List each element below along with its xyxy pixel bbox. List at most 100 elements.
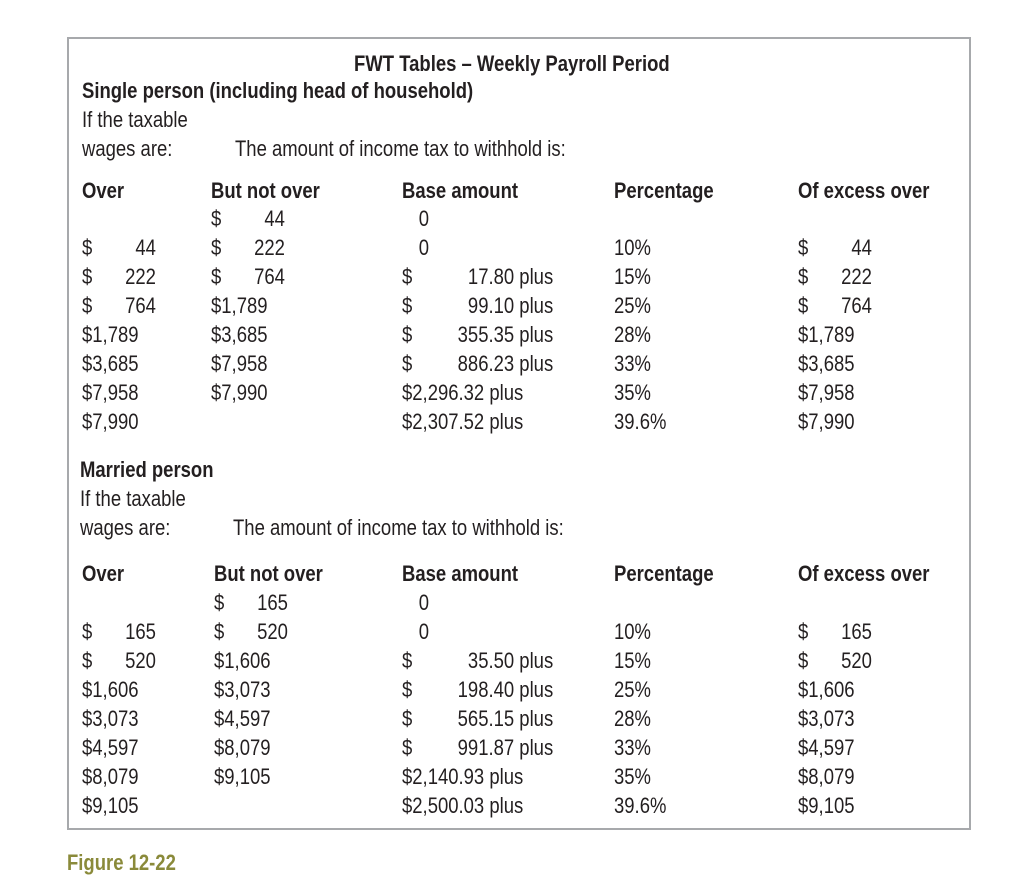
- of-excess-over-cell: $7,990: [798, 409, 855, 434]
- over-cell: $165: [82, 619, 156, 644]
- base-amount-cell: $17.80 plus: [402, 264, 554, 289]
- base-amount-cell: $2,296.32 plus: [402, 380, 524, 405]
- single-but-not-over-column: $44 $222 $764 $1,789 $3,685 $7,958 $7,990: [211, 204, 299, 436]
- percentage-cell: 35%: [614, 764, 651, 789]
- single-section-heading: Single person (including head of househo…: [82, 78, 474, 103]
- but-not-over-cell: $222: [211, 235, 285, 260]
- base-amount-cell: $2,140.93 plus: [402, 764, 524, 789]
- base-amount-cell: $886.23 plus: [402, 351, 554, 376]
- married-base-amount-column: 0 0 $35.50 plus $198.40 plus $565.15 plus $99…: [402, 588, 582, 820]
- of-excess-over-cell: $1,606: [798, 677, 855, 702]
- over-cell: [82, 588, 156, 617]
- but-not-over-cell: $1,789: [211, 293, 268, 318]
- over-cell: $44: [82, 235, 156, 260]
- but-not-over-cell: $7,958: [211, 351, 268, 376]
- but-not-over-cell: $3,685: [211, 322, 268, 347]
- single-withhold-label: The amount of income tax to withhold is:: [235, 136, 566, 161]
- but-not-over-cell: $9,105: [214, 764, 271, 789]
- over-cell: $9,105: [82, 793, 139, 818]
- single-base-amount-column: 0 0 $17.80 plus $99.10 plus $355.35 plus $886…: [402, 204, 582, 436]
- percentage-cell: [614, 588, 666, 617]
- base-amount-cell: 0: [418, 590, 430, 615]
- base-amount-cell: $355.35 plus: [402, 322, 554, 347]
- single-header-but-not-over: But not over: [211, 178, 320, 203]
- single-intro-line2: wages are:: [82, 136, 173, 161]
- but-not-over-cell: $7,990: [211, 380, 268, 405]
- married-percentage-column: 10% 15% 25% 28% 33% 35% 39.6%: [614, 588, 676, 820]
- percentage-cell: 10%: [614, 619, 651, 644]
- married-header-over: Over: [82, 561, 125, 586]
- figure-caption: Figure 12-22: [67, 850, 176, 875]
- single-header-base-amount: Base amount: [402, 178, 519, 203]
- single-percentage-column: 10% 15% 25% 28% 33% 35% 39.6%: [614, 204, 676, 436]
- over-cell: $520: [82, 648, 156, 673]
- married-but-not-over-column: $165 $520 $1,606 $3,073 $4,597 $8,079 $9,105: [214, 588, 302, 820]
- single-over-column: $44 $222 $764 $1,789 $3,685 $7,958 $7,990: [82, 204, 170, 436]
- base-amount-cell: $991.87 plus: [402, 735, 554, 760]
- of-excess-over-cell: $7,958: [798, 380, 855, 405]
- of-excess-over-cell: [798, 588, 872, 617]
- percentage-cell: 15%: [614, 648, 651, 673]
- but-not-over-cell: $44: [211, 206, 285, 231]
- married-withhold-label: The amount of income tax to withhold is:: [233, 515, 564, 540]
- of-excess-over-cell: [798, 204, 872, 233]
- of-excess-over-cell: $520: [798, 648, 872, 673]
- of-excess-over-cell: $165: [798, 619, 872, 644]
- but-not-over-cell: $764: [211, 264, 285, 289]
- percentage-cell: [614, 204, 666, 233]
- married-header-base-amount: Base amount: [402, 561, 519, 586]
- percentage-cell: 28%: [614, 706, 651, 731]
- over-cell: $7,990: [82, 409, 139, 434]
- but-not-over-cell: $3,073: [214, 677, 271, 702]
- of-excess-over-cell: $764: [798, 293, 872, 318]
- table-frame: [67, 37, 971, 830]
- married-section-heading: Married person: [80, 457, 214, 482]
- base-amount-cell: 0: [418, 619, 430, 644]
- percentage-cell: 28%: [614, 322, 651, 347]
- over-cell: $1,606: [82, 677, 139, 702]
- but-not-over-cell: $1,606: [214, 648, 271, 673]
- of-excess-over-cell: $3,073: [798, 706, 855, 731]
- base-amount-cell: $99.10 plus: [402, 293, 554, 318]
- base-amount-cell: $35.50 plus: [402, 648, 554, 673]
- percentage-cell: 33%: [614, 735, 651, 760]
- but-not-over-cell: $165: [214, 590, 288, 615]
- percentage-cell: 25%: [614, 677, 651, 702]
- over-cell: $7,958: [82, 380, 139, 405]
- married-intro-line1: If the taxable: [80, 486, 186, 511]
- married-header-percentage: Percentage: [614, 561, 714, 586]
- base-amount-cell: 0: [418, 235, 430, 260]
- of-excess-over-cell: $222: [798, 264, 872, 289]
- percentage-cell: 15%: [614, 264, 651, 289]
- over-cell: $3,685: [82, 351, 139, 376]
- single-intro-line1: If the taxable: [82, 107, 188, 132]
- but-not-over-cell: [211, 407, 285, 436]
- base-amount-cell: $565.15 plus: [402, 706, 554, 731]
- of-excess-over-cell: $44: [798, 235, 872, 260]
- over-cell: [82, 204, 156, 233]
- but-not-over-cell: $4,597: [214, 706, 271, 731]
- single-header-of-excess-over: Of excess over: [798, 178, 930, 203]
- percentage-cell: 25%: [614, 293, 651, 318]
- but-not-over-cell: [214, 791, 288, 820]
- base-amount-cell: $2,500.03 plus: [402, 793, 524, 818]
- married-header-of-excess-over: Of excess over: [798, 561, 930, 586]
- over-cell: $764: [82, 293, 156, 318]
- but-not-over-cell: $8,079: [214, 735, 271, 760]
- percentage-cell: 39.6%: [614, 793, 667, 818]
- married-over-column: $165 $520 $1,606 $3,073 $4,597 $8,079 $9,105: [82, 588, 170, 820]
- of-excess-over-cell: $4,597: [798, 735, 855, 760]
- percentage-cell: 35%: [614, 380, 651, 405]
- single-header-percentage: Percentage: [614, 178, 714, 203]
- of-excess-over-cell: $8,079: [798, 764, 855, 789]
- but-not-over-cell: $520: [214, 619, 288, 644]
- married-header-but-not-over: But not over: [214, 561, 323, 586]
- percentage-cell: 10%: [614, 235, 651, 260]
- single-of-excess-over-column: $44 $222 $764 $1,789 $3,685 $7,958 $7,990: [798, 204, 886, 436]
- over-cell: $4,597: [82, 735, 139, 760]
- base-amount-cell: $2,307.52 plus: [402, 409, 524, 434]
- single-header-over: Over: [82, 178, 125, 203]
- page-title: FWT Tables – Weekly Payroll Period: [354, 51, 670, 76]
- married-intro-line2: wages are:: [80, 515, 171, 540]
- percentage-cell: 39.6%: [614, 409, 667, 434]
